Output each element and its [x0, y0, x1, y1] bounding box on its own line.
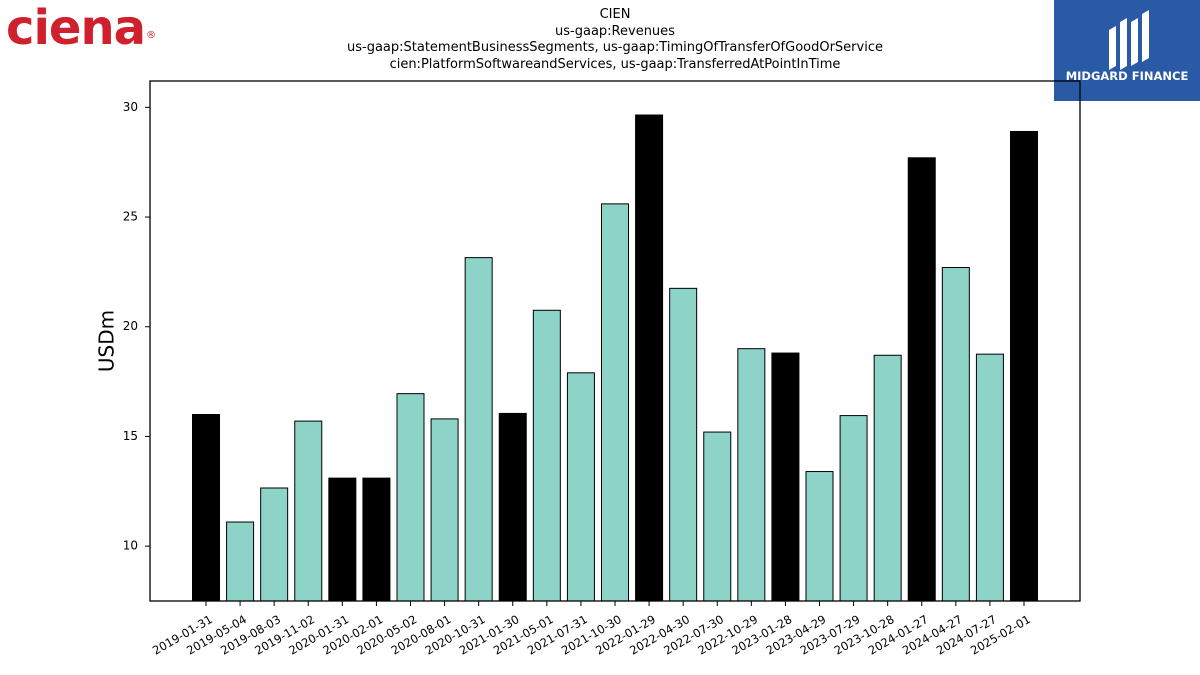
bar-2020-02-01: [362, 477, 391, 602]
bar-2021-01-30: [498, 412, 527, 602]
bar-2025-02-01: [1010, 130, 1038, 602]
bar-2019-05-04: [226, 521, 255, 602]
midgard-finance-logo: MIDGARD FINANCE: [1054, 0, 1200, 101]
bar-2023-10-28: [873, 354, 902, 602]
chart-title-line-3: us-gaap:StatementBusinessSegments, us-ga…: [347, 40, 883, 55]
bar-2024-04-27: [941, 266, 970, 602]
ciena-logo-text: ciena: [6, 0, 146, 56]
bar-2023-04-29: [805, 471, 834, 602]
bar-2021-05-01: [532, 309, 561, 602]
bar-2023-01-28: [771, 352, 800, 602]
chart-title-line-1: CIEN: [599, 7, 631, 22]
bar-2024-01-27: [907, 157, 936, 602]
ciena-logo: ciena®: [6, 0, 156, 56]
bar-2020-05-02: [396, 393, 425, 602]
bar-2020-10-31: [464, 257, 493, 602]
bar-2020-01-31: [328, 477, 357, 602]
plot-frame: [149, 80, 1081, 602]
bar-2023-07-29: [839, 415, 868, 602]
bar-2022-07-30: [703, 431, 732, 602]
y-tick-label: 10: [123, 539, 138, 553]
bar-2019-01-31: [192, 414, 220, 602]
bar-2024-07-27: [975, 353, 1004, 602]
y-tick-label: 25: [123, 210, 138, 224]
bar-2019-08-03: [260, 487, 289, 602]
y-tick-label: 20: [123, 319, 138, 333]
bar-2019-11-02: [294, 420, 323, 602]
bar-2022-01-29: [635, 114, 664, 602]
chart-title-line-4: cien:PlatformSoftwareandServices, us-gaa…: [389, 56, 841, 72]
y-axis-label: USDm: [95, 310, 119, 372]
bar-2021-10-30: [601, 203, 629, 602]
registered-mark-icon: ®: [146, 30, 156, 41]
bar-2020-08-01: [430, 418, 459, 602]
bar-2022-04-30: [669, 287, 698, 602]
chart-title: CIEN us-gaap:Revenues us-gaap:StatementB…: [300, 7, 930, 73]
y-tick-label: 15: [123, 429, 138, 443]
bar-2021-07-31: [566, 372, 595, 602]
midgard-logo-text: MIDGARD FINANCE: [1065, 69, 1189, 83]
bar-2022-10-29: [737, 348, 766, 602]
y-tick-label: 30: [123, 100, 138, 114]
chart-title-line-2: us-gaap:Revenues: [555, 23, 675, 39]
midgard-emblem-icon: [1109, 10, 1149, 70]
